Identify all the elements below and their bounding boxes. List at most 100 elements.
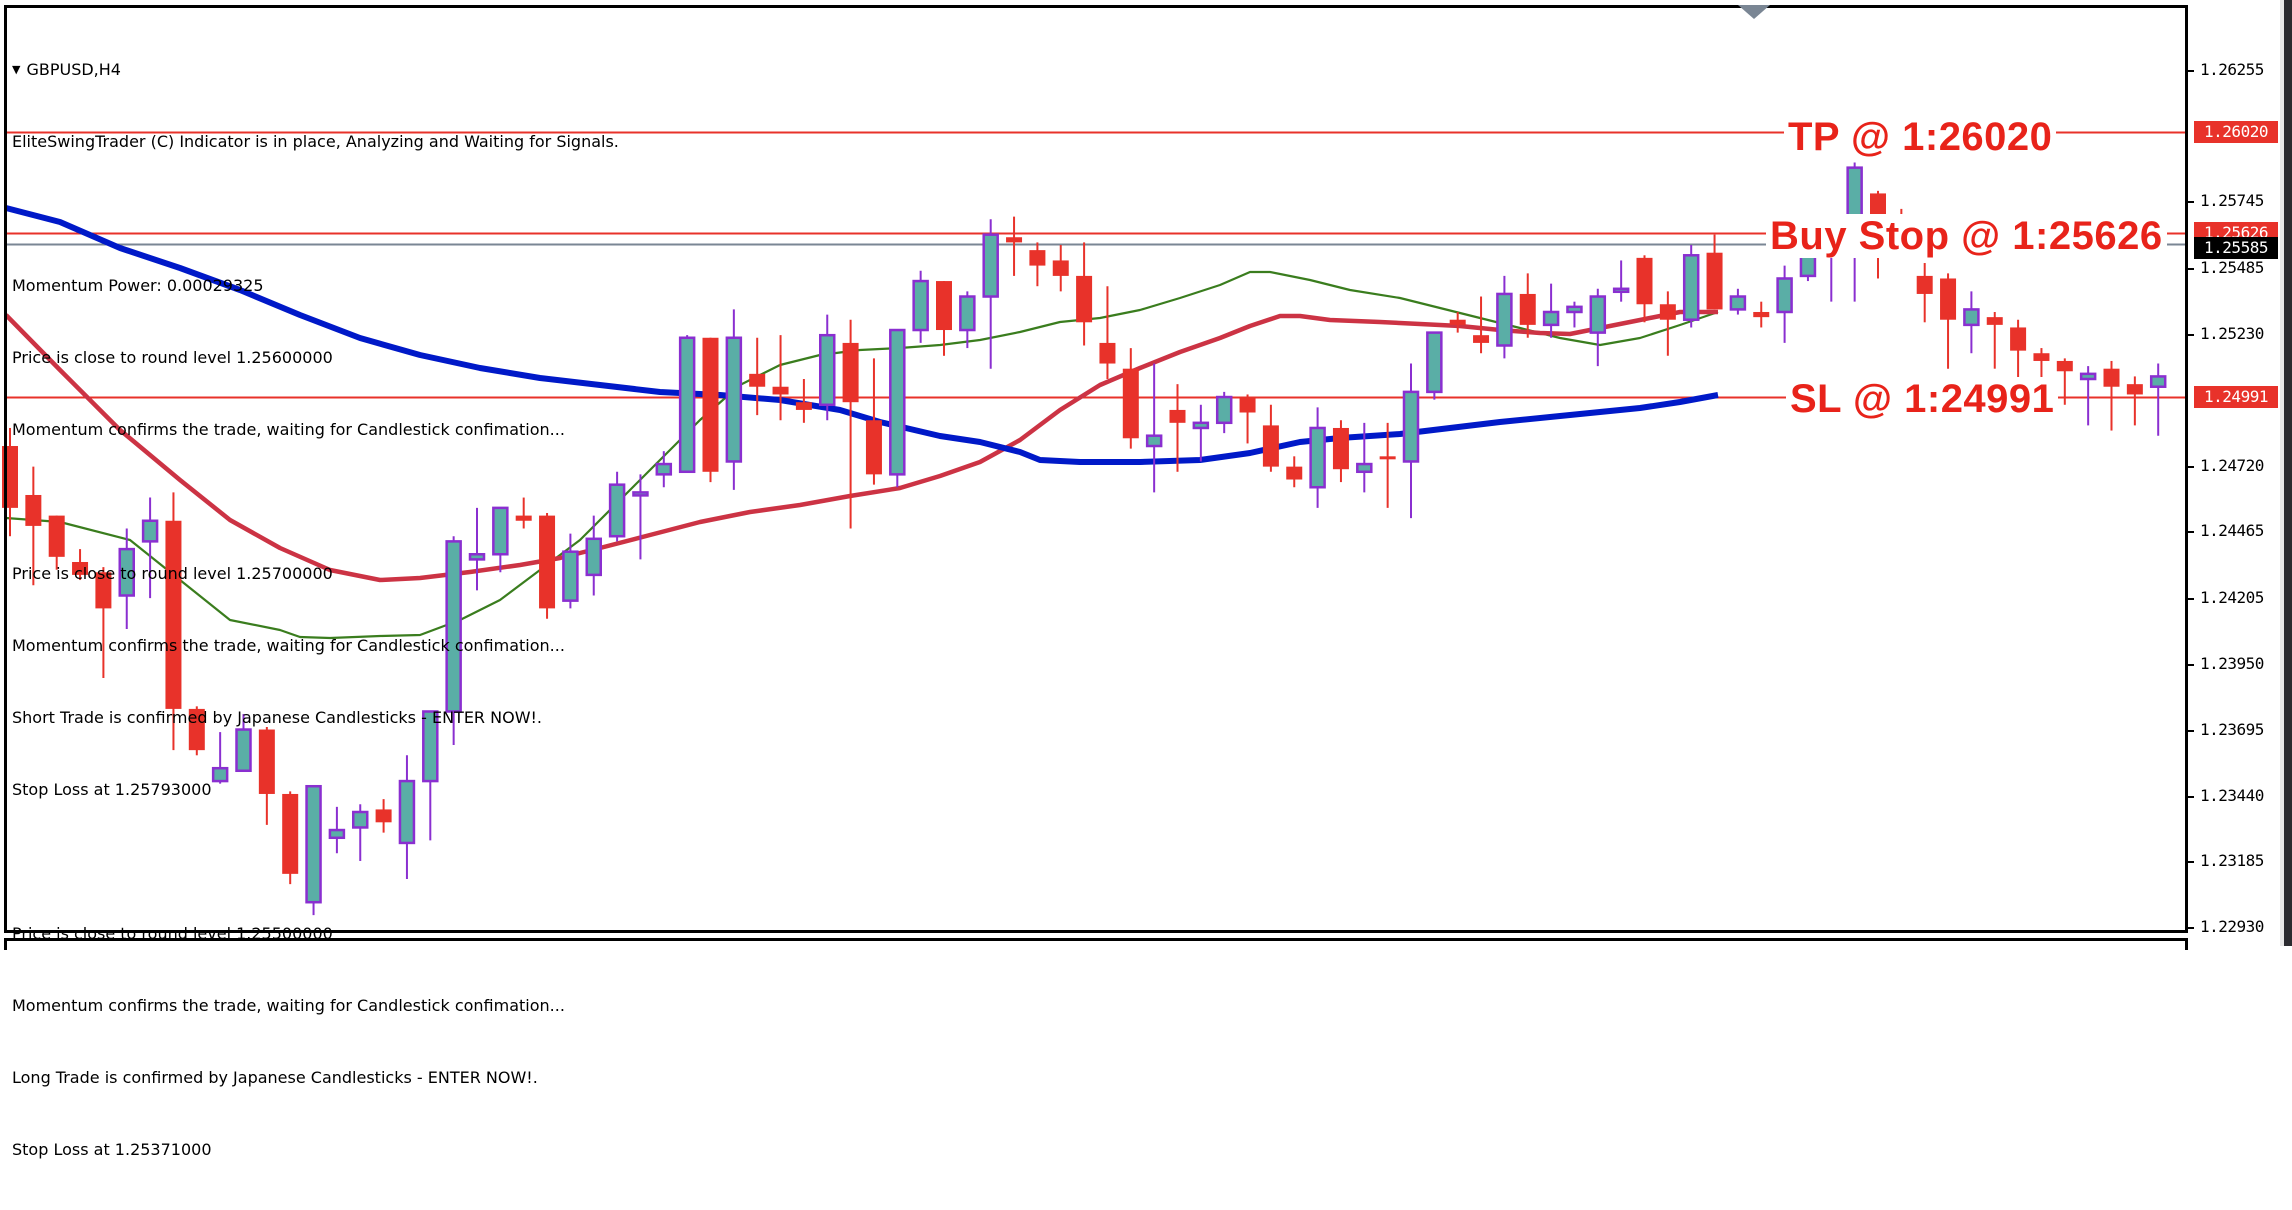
bull-candle[interactable] [725, 309, 743, 490]
bear-candle[interactable] [1286, 456, 1303, 488]
tick-mark [2188, 664, 2194, 667]
bull-candle[interactable] [492, 506, 509, 573]
bear-candle[interactable] [1239, 394, 1256, 444]
bear-candle[interactable] [936, 281, 952, 356]
dropdown-triangle-icon[interactable]: ▼ [12, 63, 21, 76]
take-profit-annotation[interactable]: TP @ 1:26020 [1784, 115, 2057, 159]
bear-candle[interactable] [48, 515, 65, 570]
bull-candle[interactable] [1496, 275, 1513, 359]
bull-candle[interactable] [141, 497, 159, 599]
bull-candle[interactable] [562, 533, 579, 609]
stop-loss-annotation[interactable]: SL @ 1:24991 [1786, 377, 2059, 421]
bear-candle[interactable] [515, 497, 532, 529]
bear-candle[interactable] [282, 791, 299, 885]
bear-candle[interactable] [1029, 242, 1046, 287]
bull-candle[interactable] [211, 732, 229, 784]
bull-candle[interactable] [118, 528, 135, 630]
bear-candle[interactable] [258, 726, 275, 825]
bear-candle[interactable] [1122, 348, 1139, 449]
bear-candle[interactable] [702, 337, 719, 483]
bear-candle[interactable] [1006, 216, 1023, 276]
bear-candle[interactable] [1519, 273, 1536, 338]
bull-candle[interactable] [1776, 265, 1793, 343]
bear-candle[interactable] [1169, 384, 1186, 472]
bull-candle[interactable] [2079, 366, 2097, 426]
bear-candle[interactable] [72, 549, 89, 581]
tick-mark [2188, 465, 2194, 468]
price-chart-canvas[interactable] [0, 0, 2292, 946]
vertical-scrollbar[interactable] [2284, 0, 2292, 946]
chart-symbol-title[interactable]: ▼ GBPUSD,H4 [12, 58, 619, 82]
bear-candle[interactable] [95, 567, 112, 678]
bull-candle[interactable] [1426, 331, 1443, 400]
bull-candle[interactable] [1589, 288, 1607, 367]
bull-candle[interactable] [1215, 391, 1233, 434]
bear-candle[interactable] [1379, 422, 1396, 508]
bear-candle[interactable] [2033, 348, 2050, 382]
bear-candle[interactable] [1449, 311, 1466, 333]
bull-candle[interactable] [1963, 291, 1980, 354]
bull-candle[interactable] [1729, 288, 1747, 315]
bull-candle[interactable] [468, 507, 486, 591]
bull-candle[interactable] [352, 804, 369, 861]
bull-candle[interactable] [1356, 422, 1373, 493]
bear-candle[interactable] [375, 799, 392, 833]
bear-candle[interactable] [1659, 291, 1676, 356]
bear-candle[interactable] [1940, 273, 1957, 369]
bear-candle[interactable] [165, 492, 182, 751]
bear-candle[interactable] [1986, 311, 2003, 369]
bear-candle[interactable] [1636, 255, 1653, 323]
bear-candle[interactable] [2126, 376, 2143, 426]
bear-candle[interactable] [1099, 286, 1116, 379]
bear-candle[interactable] [1052, 244, 1069, 292]
ma-mid-line [4, 309, 1718, 583]
chart-window[interactable]: ▼ GBPUSD,H4 EliteSwingTrader (C) Indicat… [0, 0, 2292, 1159]
bull-candle[interactable] [912, 270, 929, 343]
bull-candle[interactable] [585, 515, 602, 596]
bear-candle[interactable] [25, 466, 42, 586]
bear-candle[interactable] [1916, 263, 1933, 323]
bull-candle[interactable] [632, 474, 649, 560]
chart-shift-marker-icon[interactable] [1738, 5, 1770, 19]
bear-candle[interactable] [772, 335, 789, 421]
bull-candle[interactable] [608, 471, 626, 542]
bull-candle[interactable] [889, 328, 906, 488]
bull-candle[interactable] [1612, 260, 1630, 302]
bear-candle[interactable] [1473, 296, 1490, 354]
bull-candle[interactable] [959, 291, 976, 349]
bull-candle[interactable] [1402, 363, 1420, 519]
bull-candle[interactable] [982, 219, 999, 369]
bear-candle[interactable] [749, 337, 766, 416]
buy-stop-annotation[interactable]: Buy Stop @ 1:25626 [1766, 214, 2167, 258]
bull-candle[interactable] [819, 314, 836, 421]
bull-candle[interactable] [305, 784, 322, 916]
bull-candle[interactable] [1309, 407, 1326, 508]
bull-candle[interactable] [328, 806, 346, 854]
bull-candle[interactable] [1566, 301, 1583, 328]
bull-candle[interactable] [2149, 363, 2167, 436]
bear-candle[interactable] [795, 378, 812, 423]
bear-candle[interactable] [1076, 242, 1093, 346]
bear-candle[interactable] [2103, 360, 2120, 431]
bear-candle[interactable] [188, 706, 205, 756]
bear-candle[interactable] [865, 358, 882, 485]
bear-candle[interactable] [2056, 358, 2073, 405]
bear-candle[interactable] [1706, 234, 1723, 310]
price-axis[interactable]: 1.26255 1.25745 1.25485 1.25230 1.24720 1.244… [2188, 0, 2284, 946]
bear-candle[interactable] [539, 513, 556, 619]
bear-candle[interactable] [1262, 404, 1279, 472]
bull-candle[interactable] [398, 755, 416, 880]
price-tick-label: 1.26255 [2200, 60, 2264, 79]
bull-candle[interactable] [235, 714, 252, 773]
bull-candle[interactable] [1192, 404, 1210, 462]
bull-candle[interactable] [1682, 244, 1700, 328]
bull-candle[interactable] [422, 710, 439, 841]
bear-candle[interactable] [842, 319, 859, 529]
bull-candle[interactable] [1145, 363, 1163, 493]
bull-candle[interactable] [1542, 283, 1560, 338]
bull-candle[interactable] [678, 335, 696, 474]
bull-candle[interactable] [655, 451, 673, 488]
bull-candle[interactable] [445, 536, 462, 745]
bear-candle[interactable] [1332, 420, 1349, 483]
bear-candle[interactable] [1753, 301, 1770, 328]
